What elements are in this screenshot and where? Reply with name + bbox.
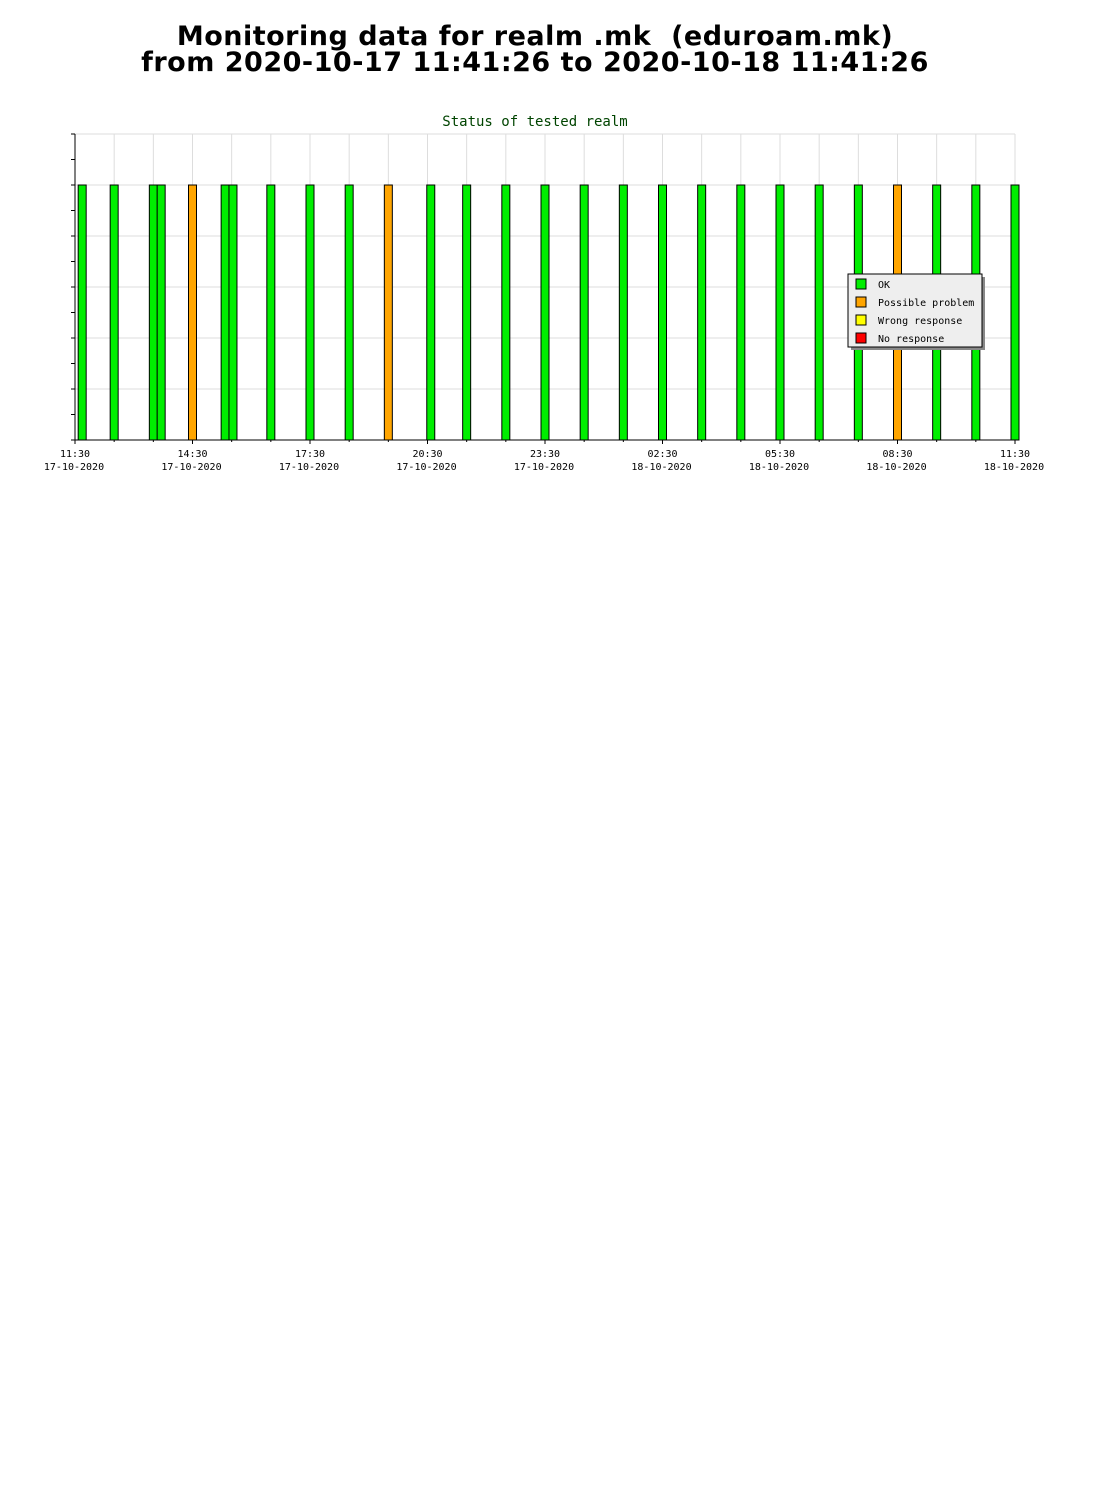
status-chart: Status of tested realm 11:30 17-10-2020 14… <box>44 114 1044 473</box>
bar-ok <box>426 184 436 441</box>
bar-ok <box>501 184 511 441</box>
legend-label: Wrong response <box>878 316 962 327</box>
x-tick-label-time: 08:30 <box>882 449 912 460</box>
bar-ok <box>1010 184 1020 441</box>
x-tick-label-time: 05:30 <box>765 449 795 460</box>
bar-ok <box>109 184 119 441</box>
page-title-line-1: Monitoring data for realm .mk (eduroam.m… <box>176 21 894 52</box>
bar-ok <box>344 184 354 441</box>
bar-ok <box>220 184 230 441</box>
legend-swatch <box>855 296 867 308</box>
bar-possible-problem <box>383 184 393 441</box>
bar-ok <box>814 184 824 441</box>
x-tick-label-time: 11:30 <box>60 449 90 460</box>
x-tick-label-date: 17-10-2020 <box>161 462 221 473</box>
bar-ok <box>736 184 746 441</box>
x-tick-label-date: 17-10-2020 <box>396 462 456 473</box>
bar-ok <box>540 184 550 441</box>
page-title: Monitoring data for realm .mk (eduroam.m… <box>0 21 1070 78</box>
x-tick-label-date: 18-10-2020 <box>631 462 691 473</box>
x-tick-label-date: 18-10-2020 <box>984 462 1044 473</box>
legend-swatch <box>855 314 867 326</box>
legend-label: Possible problem <box>878 298 974 309</box>
x-tick-label-date: 17-10-2020 <box>514 462 574 473</box>
legend-swatch <box>855 278 867 290</box>
x-tick-label-date: 17-10-2020 <box>44 462 104 473</box>
chart-title: Status of tested realm <box>442 114 627 130</box>
bar-ok <box>618 184 628 441</box>
bar-ok <box>148 184 158 441</box>
legend-label: No response <box>878 334 944 345</box>
bar-ok <box>266 184 276 441</box>
x-tick-label-date: 17-10-2020 <box>279 462 339 473</box>
bar-ok <box>579 184 589 441</box>
bar-ok <box>775 184 785 441</box>
x-tick-label-time: 02:30 <box>647 449 677 460</box>
bar-ok <box>77 184 87 441</box>
chart-axes <box>71 133 1016 444</box>
x-tick-label-time: 14:30 <box>177 449 207 460</box>
x-tick-label-time: 23:30 <box>530 449 560 460</box>
x-tick-label-date: 18-10-2020 <box>749 462 809 473</box>
chart-legend: OK Possible problem Wrong response No respo… <box>847 273 985 350</box>
bar-ok <box>156 184 166 441</box>
x-tick-label-time: 17:30 <box>295 449 325 460</box>
x-tick-label-time: 20:30 <box>412 449 442 460</box>
x-tick-label-date: 18-10-2020 <box>866 462 926 473</box>
bar-ok <box>658 184 667 441</box>
bar-ok <box>462 184 472 441</box>
x-axis-ticks: 11:30 17-10-2020 14:30 17-10-2020 17:30 17-10… <box>44 449 1044 473</box>
bar-ok <box>697 184 707 441</box>
legend-box <box>847 273 983 348</box>
bar-ok <box>305 184 315 441</box>
legend-label: OK <box>878 280 890 291</box>
x-tick-label-time: 11:30 <box>1000 449 1030 460</box>
bar-ok <box>228 184 238 441</box>
legend-swatch <box>855 332 867 344</box>
bar-possible-problem <box>188 184 197 441</box>
page-title-line-2: from 2020-10-17 11:41:26 to 2020-10-18 1… <box>141 47 929 78</box>
